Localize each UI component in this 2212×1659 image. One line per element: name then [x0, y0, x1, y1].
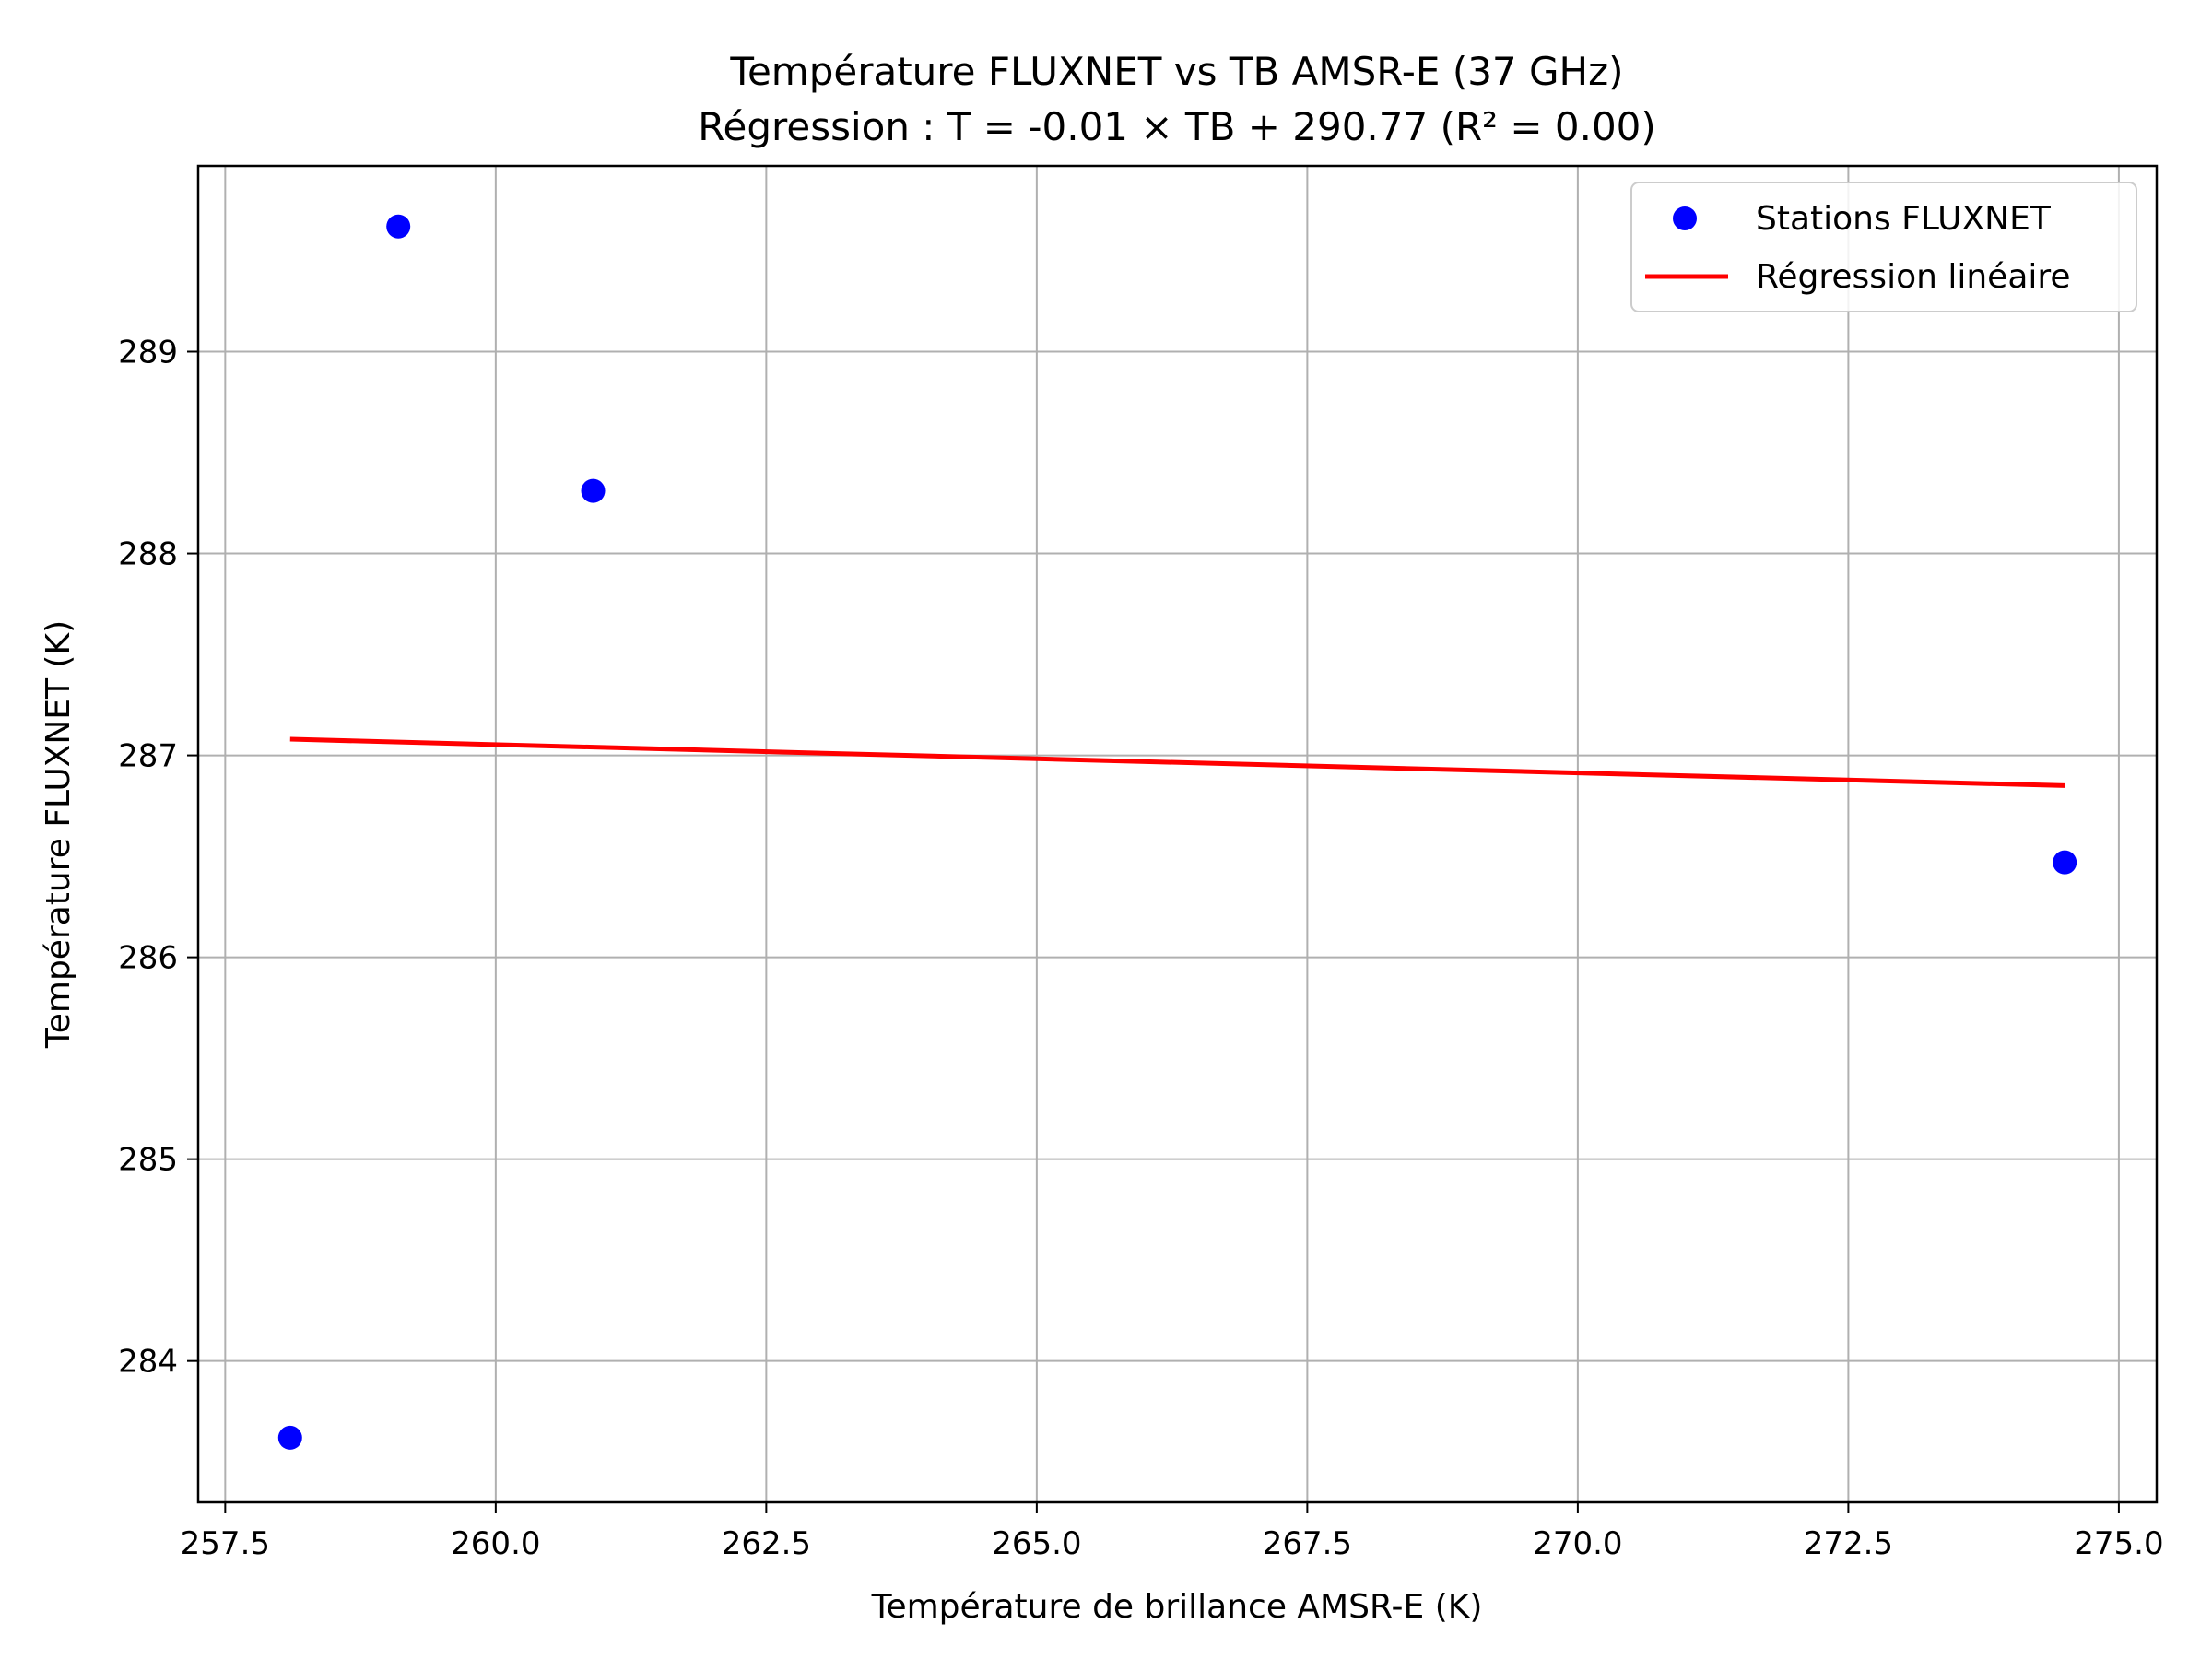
scatter-points: [277, 214, 2077, 1450]
regression-layer: [289, 736, 2065, 788]
y-tick-label: 284: [118, 1344, 178, 1381]
scatter-point: [277, 1425, 302, 1450]
y-tick-label: 287: [118, 738, 178, 775]
scatter-point: [386, 214, 411, 239]
legend: Stations FLUXNET Régression linéaire: [1630, 182, 2137, 312]
x-tick-label: 257.5: [181, 1525, 270, 1562]
x-axis-label: Température de brillance AMSR-E (K): [871, 1588, 1483, 1626]
x-tick-label: 270.0: [1533, 1525, 1622, 1562]
scatter-point: [581, 478, 606, 503]
legend-box: [1630, 182, 2137, 312]
y-axis-label: Température FLUXNET (K): [40, 620, 77, 1049]
x-tick-label: 272.5: [1804, 1525, 1893, 1562]
x-tick-label: 262.5: [722, 1525, 811, 1562]
regression-line: [289, 736, 2065, 788]
y-tick-label: 286: [118, 940, 178, 977]
chart-subtitle: Régression : T = -0.01 × TB + 290.77 (R²…: [698, 104, 1656, 149]
y-axis-ticks: 284 285 286 287 288 289: [118, 335, 198, 1381]
x-tick-label: 275.0: [2074, 1525, 2163, 1562]
x-tick-label: 267.5: [1263, 1525, 1352, 1562]
y-tick-label: 285: [118, 1142, 178, 1179]
x-tick-label: 260.0: [451, 1525, 540, 1562]
x-axis-ticks: 257.5 260.0 262.5 265.0 267.5 270.0 272.5 275.0: [181, 1502, 2164, 1562]
legend-label-stations: Stations FLUXNET: [1756, 200, 2052, 238]
y-tick-label: 289: [118, 335, 178, 371]
chart-title: Température FLUXNET vs TB AMSR-E (37 GHz…: [729, 49, 1623, 94]
plot-frame: [196, 164, 2159, 1504]
legend-marker-stations: [1673, 206, 1697, 230]
legend-label-regression: Régression linéaire: [1756, 258, 2071, 296]
y-tick-label: 288: [118, 536, 178, 573]
scatter-point: [2053, 850, 2077, 875]
grid: [198, 166, 2157, 1502]
x-tick-label: 265.0: [992, 1525, 1081, 1562]
